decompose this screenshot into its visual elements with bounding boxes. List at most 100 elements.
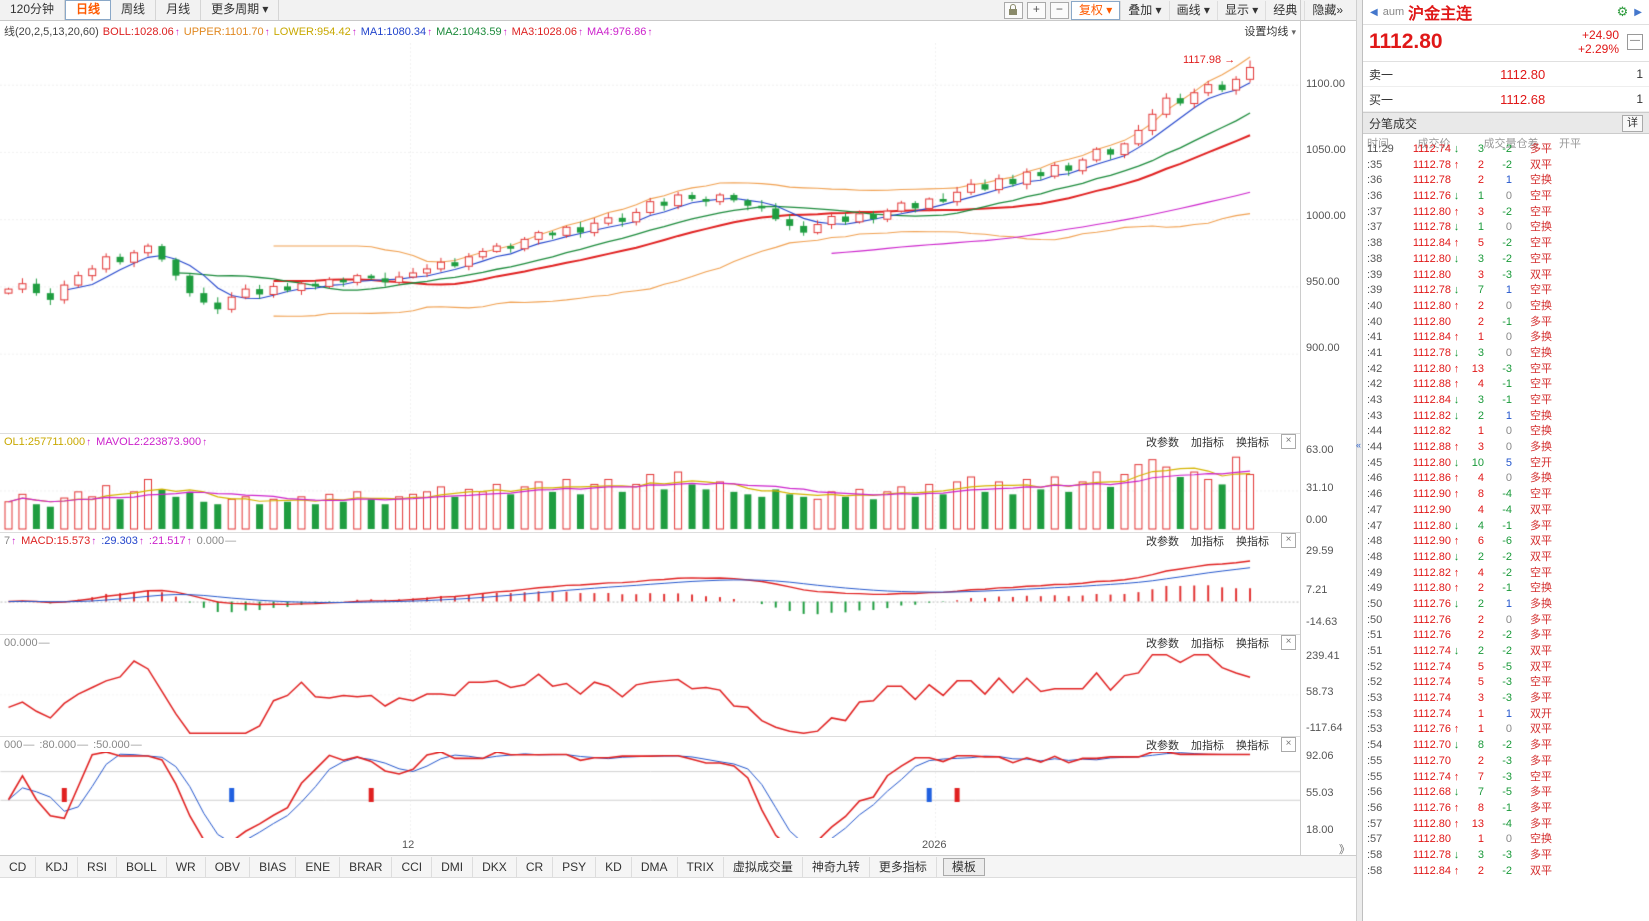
scroll-right-icon[interactable]: 》 xyxy=(1339,844,1350,856)
tick-row[interactable]: :38 1112.84 ↑ 5 -2 空平 xyxy=(1367,237,1552,250)
tick-row[interactable]: :58 1112.78 ↓ 3 -3 多平 xyxy=(1367,848,1552,861)
tick-row[interactable]: :38 1112.80 ↓ 3 -2 空平 xyxy=(1367,252,1552,265)
tool-button-复权[interactable]: 复权 ▾ xyxy=(1070,0,1121,20)
tick-row[interactable]: :51 1112.74 ↓ 2 -2 双平 xyxy=(1367,645,1552,657)
settings-gear-icon[interactable]: ⚙ xyxy=(1616,4,1629,19)
tick-row[interactable]: :55 1112.70 2 -3 多平 xyxy=(1367,754,1552,767)
close-panel-icon[interactable]: × xyxy=(1281,635,1296,650)
indicator-tab-PSY[interactable]: PSY xyxy=(553,856,597,877)
tick-row[interactable]: :42 1112.88 ↑ 4 -1 空平 xyxy=(1367,378,1552,391)
tick-row[interactable]: :48 1112.80 ↓ 2 -2 双平 xyxy=(1367,550,1552,563)
tool-button-叠加[interactable]: 叠加 ▾ xyxy=(1120,0,1168,20)
tick-row[interactable]: :43 1112.82 ↓ 2 1 空换 xyxy=(1367,409,1552,422)
close-panel-icon[interactable]: × xyxy=(1281,737,1296,752)
indicator-tab-KDJ[interactable]: KDJ xyxy=(36,856,79,877)
volume-chart[interactable] xyxy=(0,449,1300,532)
tick-row[interactable]: :41 1112.78 ↓ 3 0 空换 xyxy=(1367,346,1552,359)
zoom-out-button[interactable]: − xyxy=(1049,1,1069,19)
tick-row[interactable]: :58 1112.84 ↑ 2 -2 双平 xyxy=(1367,864,1552,877)
indicator-tab-KD[interactable]: KD xyxy=(596,856,632,877)
panel-action-加指标[interactable]: 加指标 xyxy=(1191,535,1224,548)
tick-row[interactable]: :53 1112.74 1 1 双开 xyxy=(1367,707,1552,720)
close-panel-icon[interactable]: × xyxy=(1281,533,1296,548)
indicator-tab-CR[interactable]: CR xyxy=(517,856,554,877)
tick-row[interactable]: :56 1112.68 ↓ 7 -5 多平 xyxy=(1367,786,1552,799)
indicator-tab-更多指标[interactable]: 更多指标 xyxy=(870,856,937,877)
indicator-tab-OBV[interactable]: OBV xyxy=(206,856,251,877)
tool-button-经典[interactable]: 经典 xyxy=(1265,0,1304,20)
tool-button-隐藏[interactable]: 隐藏» xyxy=(1304,0,1350,20)
tick-row[interactable]: :54 1112.70 ↓ 8 -2 多平 xyxy=(1367,739,1552,752)
panel-splitter[interactable]: « xyxy=(1356,0,1363,921)
collapse-handle-icon[interactable]: « xyxy=(1356,440,1362,450)
lock-icon[interactable] xyxy=(1003,1,1023,19)
tick-row[interactable]: :53 1112.76 ↑ 1 0 双平 xyxy=(1367,723,1552,736)
tick-row[interactable]: :56 1112.76 ↑ 8 -1 多平 xyxy=(1367,801,1552,814)
macd-chart[interactable] xyxy=(0,548,1300,630)
tick-row[interactable]: :37 1112.80 ↑ 3 -2 空平 xyxy=(1367,205,1552,218)
indicator-tab-模板[interactable]: 模板 xyxy=(942,857,985,876)
tick-row[interactable]: :52 1112.74 5 -3 空平 xyxy=(1367,676,1552,689)
panel-action-改参数[interactable]: 改参数 xyxy=(1146,436,1179,449)
tick-row[interactable]: :43 1112.84 ↓ 3 -1 空平 xyxy=(1367,394,1552,406)
panel-action-换指标[interactable]: 换指标 xyxy=(1236,739,1269,752)
set-ma-link[interactable]: 设置均线 ▾ xyxy=(1244,26,1296,38)
indicator-tab-BIAS[interactable]: BIAS xyxy=(250,856,297,877)
tick-list[interactable]: 11:29 1112.74 ↓ 3 -2 多平 :35 1112.78 ↑ 2 -2 双平 :36 111… xyxy=(1363,142,1649,921)
tick-row[interactable]: :50 1112.76 2 0 多平 xyxy=(1367,613,1552,626)
collapse-quote-button[interactable]: — xyxy=(1627,34,1643,50)
indicator-tab-TRIX[interactable]: TRIX xyxy=(678,856,724,877)
indicator-tab-RSI[interactable]: RSI xyxy=(78,856,118,877)
tick-row[interactable]: :37 1112.78 ↓ 1 0 空换 xyxy=(1367,221,1552,234)
indicator-tab-DMA[interactable]: DMA xyxy=(632,856,678,877)
panel-action-换指标[interactable]: 换指标 xyxy=(1236,535,1269,548)
tick-row[interactable]: 11:29 1112.74 ↓ 3 -2 多平 xyxy=(1367,143,1552,155)
indicator-tab-BRAR[interactable]: BRAR xyxy=(340,856,393,877)
period-tab-周线[interactable]: 周线 xyxy=(111,0,157,20)
zoom-in-button[interactable]: + xyxy=(1026,1,1046,19)
tick-row[interactable]: :50 1112.76 ↓ 2 1 多换 xyxy=(1367,597,1552,610)
tick-row[interactable]: :53 1112.74 3 -3 多平 xyxy=(1367,692,1552,705)
panel-action-加指标[interactable]: 加指标 xyxy=(1191,637,1224,650)
oscillator-chart[interactable] xyxy=(0,650,1300,736)
period-tab-月线[interactable]: 月线 xyxy=(156,0,202,20)
indicator-tab-CD[interactable]: CD xyxy=(0,856,37,877)
tick-row[interactable]: :39 1112.78 ↓ 7 1 空平 xyxy=(1367,284,1552,297)
indicator-tab-WR[interactable]: WR xyxy=(167,856,206,877)
tool-button-画线[interactable]: 画线 ▾ xyxy=(1168,0,1217,20)
tick-row[interactable]: :52 1112.74 5 -5 双平 xyxy=(1367,660,1552,673)
tick-row[interactable]: :57 1112.80 ↑ 13 -4 多平 xyxy=(1367,817,1552,830)
indicator-tab-BOLL[interactable]: BOLL xyxy=(117,856,167,877)
period-tab-120分钟[interactable]: 120分钟 xyxy=(0,0,66,20)
tick-row[interactable]: :45 1112.80 ↓ 10 5 空开 xyxy=(1367,456,1552,469)
tick-row[interactable]: :42 1112.80 ↑ 13 -3 空平 xyxy=(1367,362,1552,375)
tick-row[interactable]: :40 1112.80 ↑ 2 0 空换 xyxy=(1367,299,1552,312)
tick-row[interactable]: :41 1112.84 ↑ 1 0 多换 xyxy=(1367,331,1552,344)
main-candlestick-chart[interactable] xyxy=(0,43,1300,433)
panel-action-改参数[interactable]: 改参数 xyxy=(1146,637,1179,650)
tick-row[interactable]: :46 1112.86 ↑ 4 0 多换 xyxy=(1367,472,1552,485)
period-tab-日线[interactable]: 日线 xyxy=(65,0,112,20)
indicator-tab-神奇九转[interactable]: 神奇九转 xyxy=(803,856,870,877)
tick-detail-button[interactable]: 详 xyxy=(1622,114,1643,132)
indicator-tab-ENE[interactable]: ENE xyxy=(296,856,341,877)
period-tab-更多周期[interactable]: 更多周期 ▾ xyxy=(201,0,280,20)
indicator-tab-CCI[interactable]: CCI xyxy=(392,856,433,877)
panel-action-换指标[interactable]: 换指标 xyxy=(1236,637,1269,650)
tick-row[interactable]: :49 1112.82 ↑ 4 -2 空平 xyxy=(1367,566,1552,579)
tick-row[interactable]: :51 1112.76 2 -2 多平 xyxy=(1367,629,1552,642)
close-panel-icon[interactable]: × xyxy=(1281,434,1296,449)
tick-row[interactable]: :40 1112.80 2 -1 多平 xyxy=(1367,315,1552,328)
tick-row[interactable]: :47 1112.80 ↓ 4 -1 多平 xyxy=(1367,519,1552,532)
panel-action-加指标[interactable]: 加指标 xyxy=(1191,739,1224,752)
kdj-chart[interactable] xyxy=(0,752,1300,838)
indicator-tab-DMI[interactable]: DMI xyxy=(432,856,474,877)
prev-symbol-arrow[interactable]: ◀ xyxy=(1370,6,1378,18)
tick-row[interactable]: :44 1112.88 ↑ 3 0 多换 xyxy=(1367,441,1552,454)
tick-row[interactable]: :48 1112.90 ↑ 6 -6 双平 xyxy=(1367,535,1552,548)
tool-button-显示[interactable]: 显示 ▾ xyxy=(1216,0,1265,20)
tick-row[interactable]: :36 1112.78 2 1 空换 xyxy=(1367,174,1552,187)
panel-action-加指标[interactable]: 加指标 xyxy=(1191,436,1224,449)
tick-row[interactable]: :35 1112.78 ↑ 2 -2 双平 xyxy=(1367,158,1552,171)
tick-row[interactable]: :49 1112.80 ↑ 2 -1 空换 xyxy=(1367,582,1552,595)
